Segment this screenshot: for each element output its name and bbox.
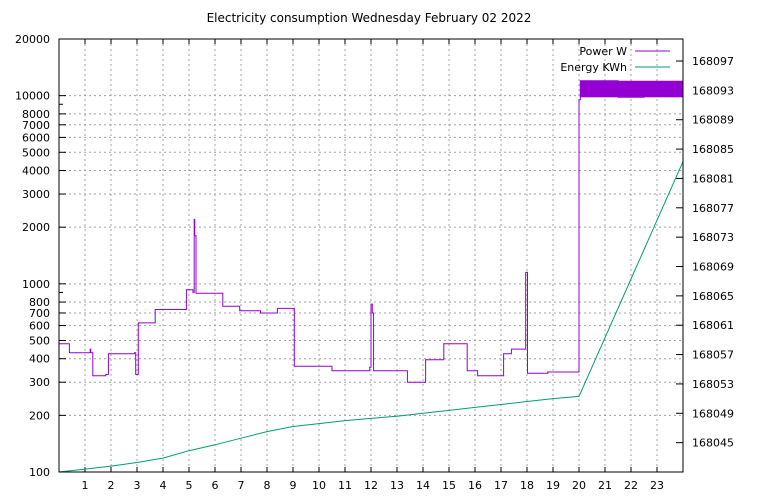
x-tick-label: 5 xyxy=(186,479,193,492)
y-right-tick-label: 168085 xyxy=(692,143,734,156)
y-right-tick-label: 168045 xyxy=(692,437,734,450)
x-tick-label: 2 xyxy=(108,479,115,492)
y-left-tick-label: 10000 xyxy=(15,90,50,103)
x-tick-label: 15 xyxy=(442,479,456,492)
legend: Power W Energy KWh xyxy=(560,45,670,74)
chart-title: Electricity consumption Wednesday Februa… xyxy=(207,11,532,25)
y-right-tick-label: 168061 xyxy=(692,319,734,332)
x-tick-label: 13 xyxy=(390,479,404,492)
series-line-energy xyxy=(58,161,684,473)
y-left-tick-label: 200 xyxy=(29,409,50,422)
y-right-tick-label: 168057 xyxy=(692,349,734,362)
x-tick-label: 20 xyxy=(572,479,586,492)
y-left-tick-label: 4000 xyxy=(22,165,50,178)
series-line-power xyxy=(59,80,684,383)
y-left-tick-label: 3000 xyxy=(22,188,50,201)
x-tick-label: 6 xyxy=(212,479,219,492)
y-left-tick-label: 100 xyxy=(29,466,50,479)
legend-label: Power W xyxy=(579,45,627,58)
y-right-tick-label: 168089 xyxy=(692,114,734,127)
y-left-tick-label: 700 xyxy=(29,307,50,320)
y-left-tick-label: 300 xyxy=(29,376,50,389)
y-left-tick-label: 8000 xyxy=(22,108,50,121)
y-right-tick-label: 168093 xyxy=(692,84,734,97)
x-tick-label: 22 xyxy=(624,479,638,492)
y-right-tick-label: 168065 xyxy=(692,290,734,303)
x-tick-label: 1 xyxy=(82,479,89,492)
tick-layer: 1 2 3 4 5 6 7 8 9 10 11 12 13 14 15 16 17 18 19 20 21 22 23100… xyxy=(15,33,734,492)
x-tick-label: 18 xyxy=(520,479,534,492)
x-tick-label: 19 xyxy=(546,479,560,492)
x-tick-label: 7 xyxy=(238,479,245,492)
x-tick-label: 3 xyxy=(134,479,141,492)
x-tick-label: 10 xyxy=(312,479,326,492)
x-tick-label: 21 xyxy=(598,479,612,492)
y-left-tick-label: 2000 xyxy=(22,221,50,234)
y-right-tick-label: 168049 xyxy=(692,407,734,420)
legend-label: Energy KWh xyxy=(560,61,627,74)
x-tick-label: 4 xyxy=(160,479,167,492)
y-right-tick-label: 168077 xyxy=(692,202,734,215)
x-tick-label: 8 xyxy=(264,479,271,492)
grid-layer xyxy=(59,39,683,472)
x-tick-label: 9 xyxy=(290,479,297,492)
y-left-tick-label: 600 xyxy=(29,320,50,333)
x-tick-label: 17 xyxy=(494,479,508,492)
y-left-tick-label: 500 xyxy=(29,334,50,347)
x-tick-label: 23 xyxy=(650,479,664,492)
y-left-tick-label: 7000 xyxy=(22,119,50,132)
y-right-tick-label: 168081 xyxy=(692,172,734,185)
y-left-tick-label: 6000 xyxy=(22,131,50,144)
y-right-tick-label: 168097 xyxy=(692,55,734,68)
x-tick-label: 16 xyxy=(468,479,482,492)
y-right-tick-label: 168073 xyxy=(692,231,734,244)
plot-border xyxy=(58,38,684,473)
x-tick-label: 11 xyxy=(338,479,352,492)
series-layer xyxy=(58,80,684,473)
y-left-tick-label: 400 xyxy=(29,353,50,366)
y-left-tick-label: 20000 xyxy=(15,33,50,46)
y-left-tick-label: 5000 xyxy=(22,146,50,159)
y-left-tick-label: 800 xyxy=(29,296,50,309)
y-left-tick-label: 1000 xyxy=(22,278,50,291)
x-tick-label: 14 xyxy=(416,479,430,492)
y-right-tick-label: 168069 xyxy=(692,261,734,274)
y-right-tick-label: 168053 xyxy=(692,378,734,391)
x-tick-label: 12 xyxy=(364,479,378,492)
series-band-power xyxy=(580,80,683,98)
